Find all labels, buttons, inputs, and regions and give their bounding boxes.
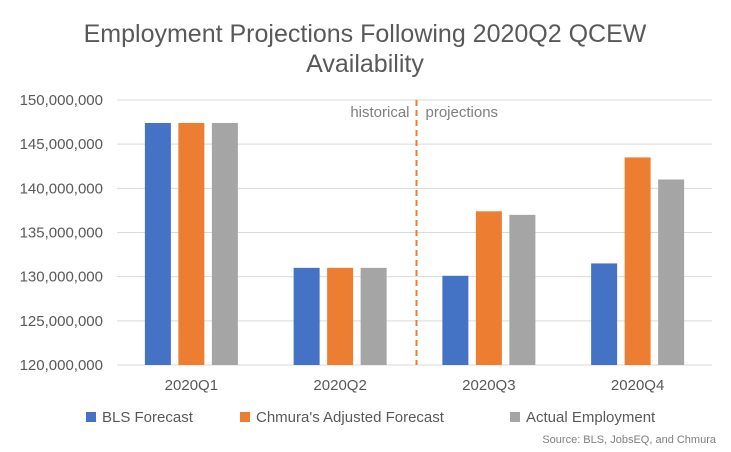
bar <box>211 122 238 365</box>
legend-swatch <box>86 412 96 422</box>
y-tick-label: 150,000,000 <box>20 92 103 109</box>
gridlines <box>117 99 712 366</box>
y-tick-label: 135,000,000 <box>20 225 103 242</box>
bar <box>624 157 651 365</box>
x-category-label: 2020Q1 <box>165 377 218 394</box>
historical-projection-divider: historical projections <box>350 100 498 365</box>
projections-label: projections <box>426 104 499 121</box>
y-tick-label: 130,000,000 <box>20 269 103 286</box>
bar <box>293 267 320 365</box>
y-tick-label: 120,000,000 <box>20 357 103 374</box>
bar <box>658 179 685 365</box>
bar <box>144 122 171 365</box>
x-axis: 2020Q1 2020Q2 2020Q3 2020Q4 <box>165 377 665 394</box>
bar <box>591 263 618 365</box>
chart-title-line-2: Availability <box>306 50 424 78</box>
bar <box>475 211 502 365</box>
bar <box>327 267 354 365</box>
y-tick-label: 145,000,000 <box>20 136 103 153</box>
legend-swatch <box>510 412 520 422</box>
y-tick-label: 125,000,000 <box>20 313 103 330</box>
bar <box>360 267 387 365</box>
bars <box>144 122 685 365</box>
x-category-label: 2020Q2 <box>313 377 366 394</box>
bar <box>509 214 536 365</box>
legend: BLS Forecast Chmura's Adjusted Forecast Ac… <box>86 409 656 426</box>
legend-label: BLS Forecast <box>102 409 194 426</box>
x-category-label: 2020Q4 <box>611 377 664 394</box>
legend-swatch <box>240 412 250 422</box>
y-tick-label: 140,000,000 <box>20 180 103 197</box>
bar <box>442 275 469 365</box>
historical-label: historical <box>350 104 409 121</box>
chart-title-line-1: Employment Projections Following 2020Q2 … <box>84 20 647 48</box>
legend-label: Chmura's Adjusted Forecast <box>256 409 445 426</box>
bar <box>178 122 205 365</box>
source-note: Source: BLS, JobsEQ, and Chmura <box>542 434 717 446</box>
x-category-label: 2020Q3 <box>462 377 515 394</box>
legend-label: Actual Employment <box>526 409 656 426</box>
y-axis: 120,000,000 125,000,000 130,000,000 135,000… <box>20 92 103 374</box>
